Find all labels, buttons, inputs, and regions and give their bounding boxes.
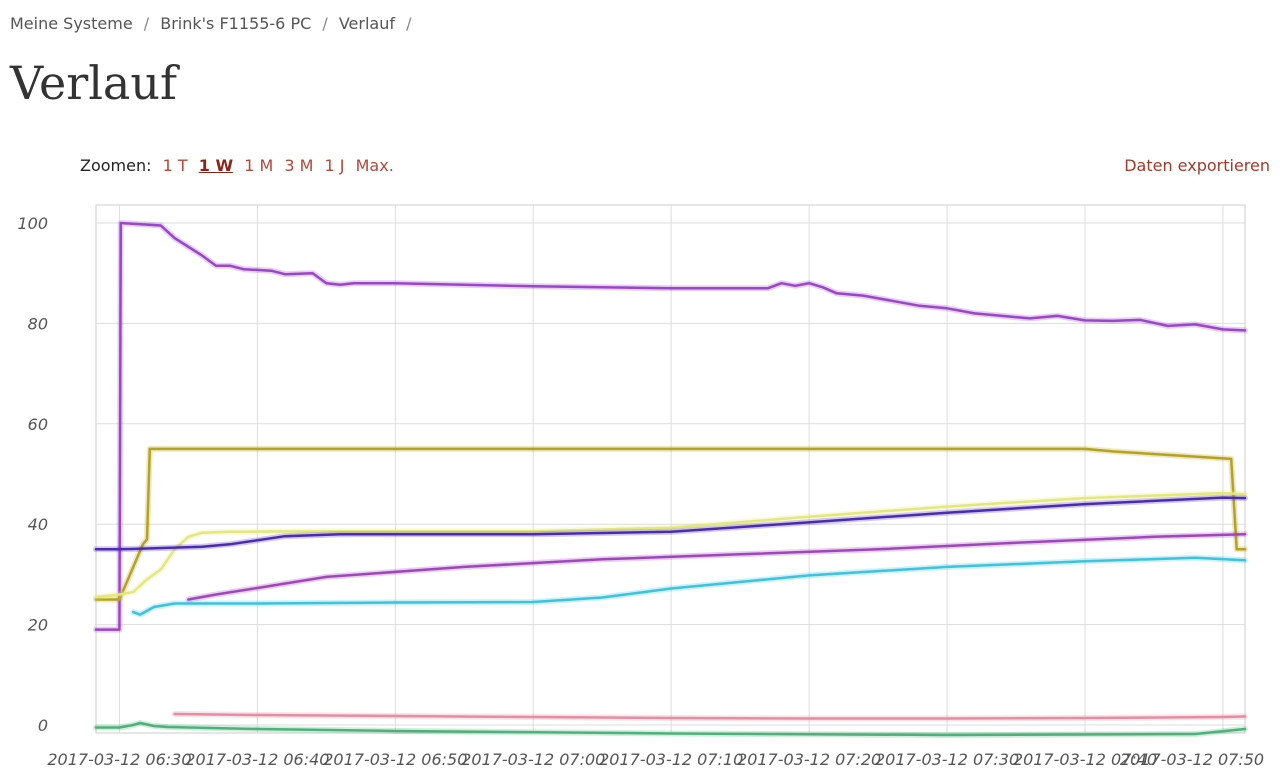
zoom-option-1-year[interactable]: 1 J (324, 156, 345, 175)
x-tick-label: 2017-03-12 07:40 (1013, 750, 1157, 769)
series-glow-1 (93, 220, 1248, 633)
y-tick-label: 0 (38, 716, 48, 735)
y-tick-label: 80 (28, 314, 48, 333)
chart-series (93, 220, 1248, 738)
x-tick-label: 2017-03-12 07:20 (737, 750, 881, 769)
zoom-option-1-week[interactable]: 1 W (198, 156, 234, 175)
breadcrumb-item-system[interactable]: Brink's F1155-6 PC (160, 14, 312, 33)
breadcrumb-item-systems[interactable]: Meine Systeme (10, 14, 133, 33)
breadcrumb-item-history[interactable]: Verlauf (338, 14, 395, 33)
series-glow-5 (185, 531, 1248, 603)
zoom-option-1-month[interactable]: 1 M (244, 156, 274, 175)
breadcrumb-separator: / (406, 14, 412, 33)
zoom-option-1-day[interactable]: 1 T (162, 156, 188, 175)
series-line-8 (94, 721, 1247, 737)
x-tick-label: 2017-03-12 06:40 (185, 750, 329, 769)
y-tick-label: 100 (17, 214, 48, 233)
export-data-link[interactable]: Daten exportieren (1124, 156, 1270, 175)
y-tick-label: 40 (28, 515, 48, 534)
series-line-3 (94, 491, 1247, 599)
breadcrumb: Meine Systeme / Brink's F1155-6 PC / Ver… (10, 14, 417, 33)
series-line-6 (131, 556, 1247, 616)
y-tick-label: 20 (28, 616, 48, 635)
series-line-2 (94, 447, 1247, 601)
y-axis-ticks: 0 20 40 60 80 100 (17, 214, 48, 735)
y-tick-label: 60 (28, 415, 48, 434)
chart-grid (95, 204, 1246, 734)
x-tick-label: 2017-03-12 07:30 (875, 750, 1019, 769)
series-line-7 (173, 712, 1247, 720)
series-line-4 (94, 496, 1247, 551)
breadcrumb-separator: / (143, 14, 150, 33)
x-tick-label: 2017-03-12 07:50 (1120, 750, 1264, 769)
zoom-bar: Zoomen: 1 T 1 W 1 M 3 M 1 J Max. (80, 156, 400, 175)
x-tick-label: 2017-03-12 07:00 (461, 750, 605, 769)
zoom-option-max[interactable]: Max. (355, 156, 394, 175)
series-glow-3 (93, 490, 1248, 600)
series-line-1 (94, 221, 1247, 631)
page-title: Verlauf (10, 56, 177, 110)
x-tick-label: 2017-03-12 07:10 (599, 750, 743, 769)
plot-frame (95, 204, 1246, 734)
zoom-label: Zoomen: (80, 156, 152, 175)
zoom-option-3-months[interactable]: 3 M (284, 156, 314, 175)
breadcrumb-separator: / (322, 14, 328, 33)
series-line-5 (187, 532, 1247, 601)
x-tick-label: 2017-03-12 06:30 (47, 750, 191, 769)
x-tick-label: 2017-03-12 06:50 (323, 750, 467, 769)
